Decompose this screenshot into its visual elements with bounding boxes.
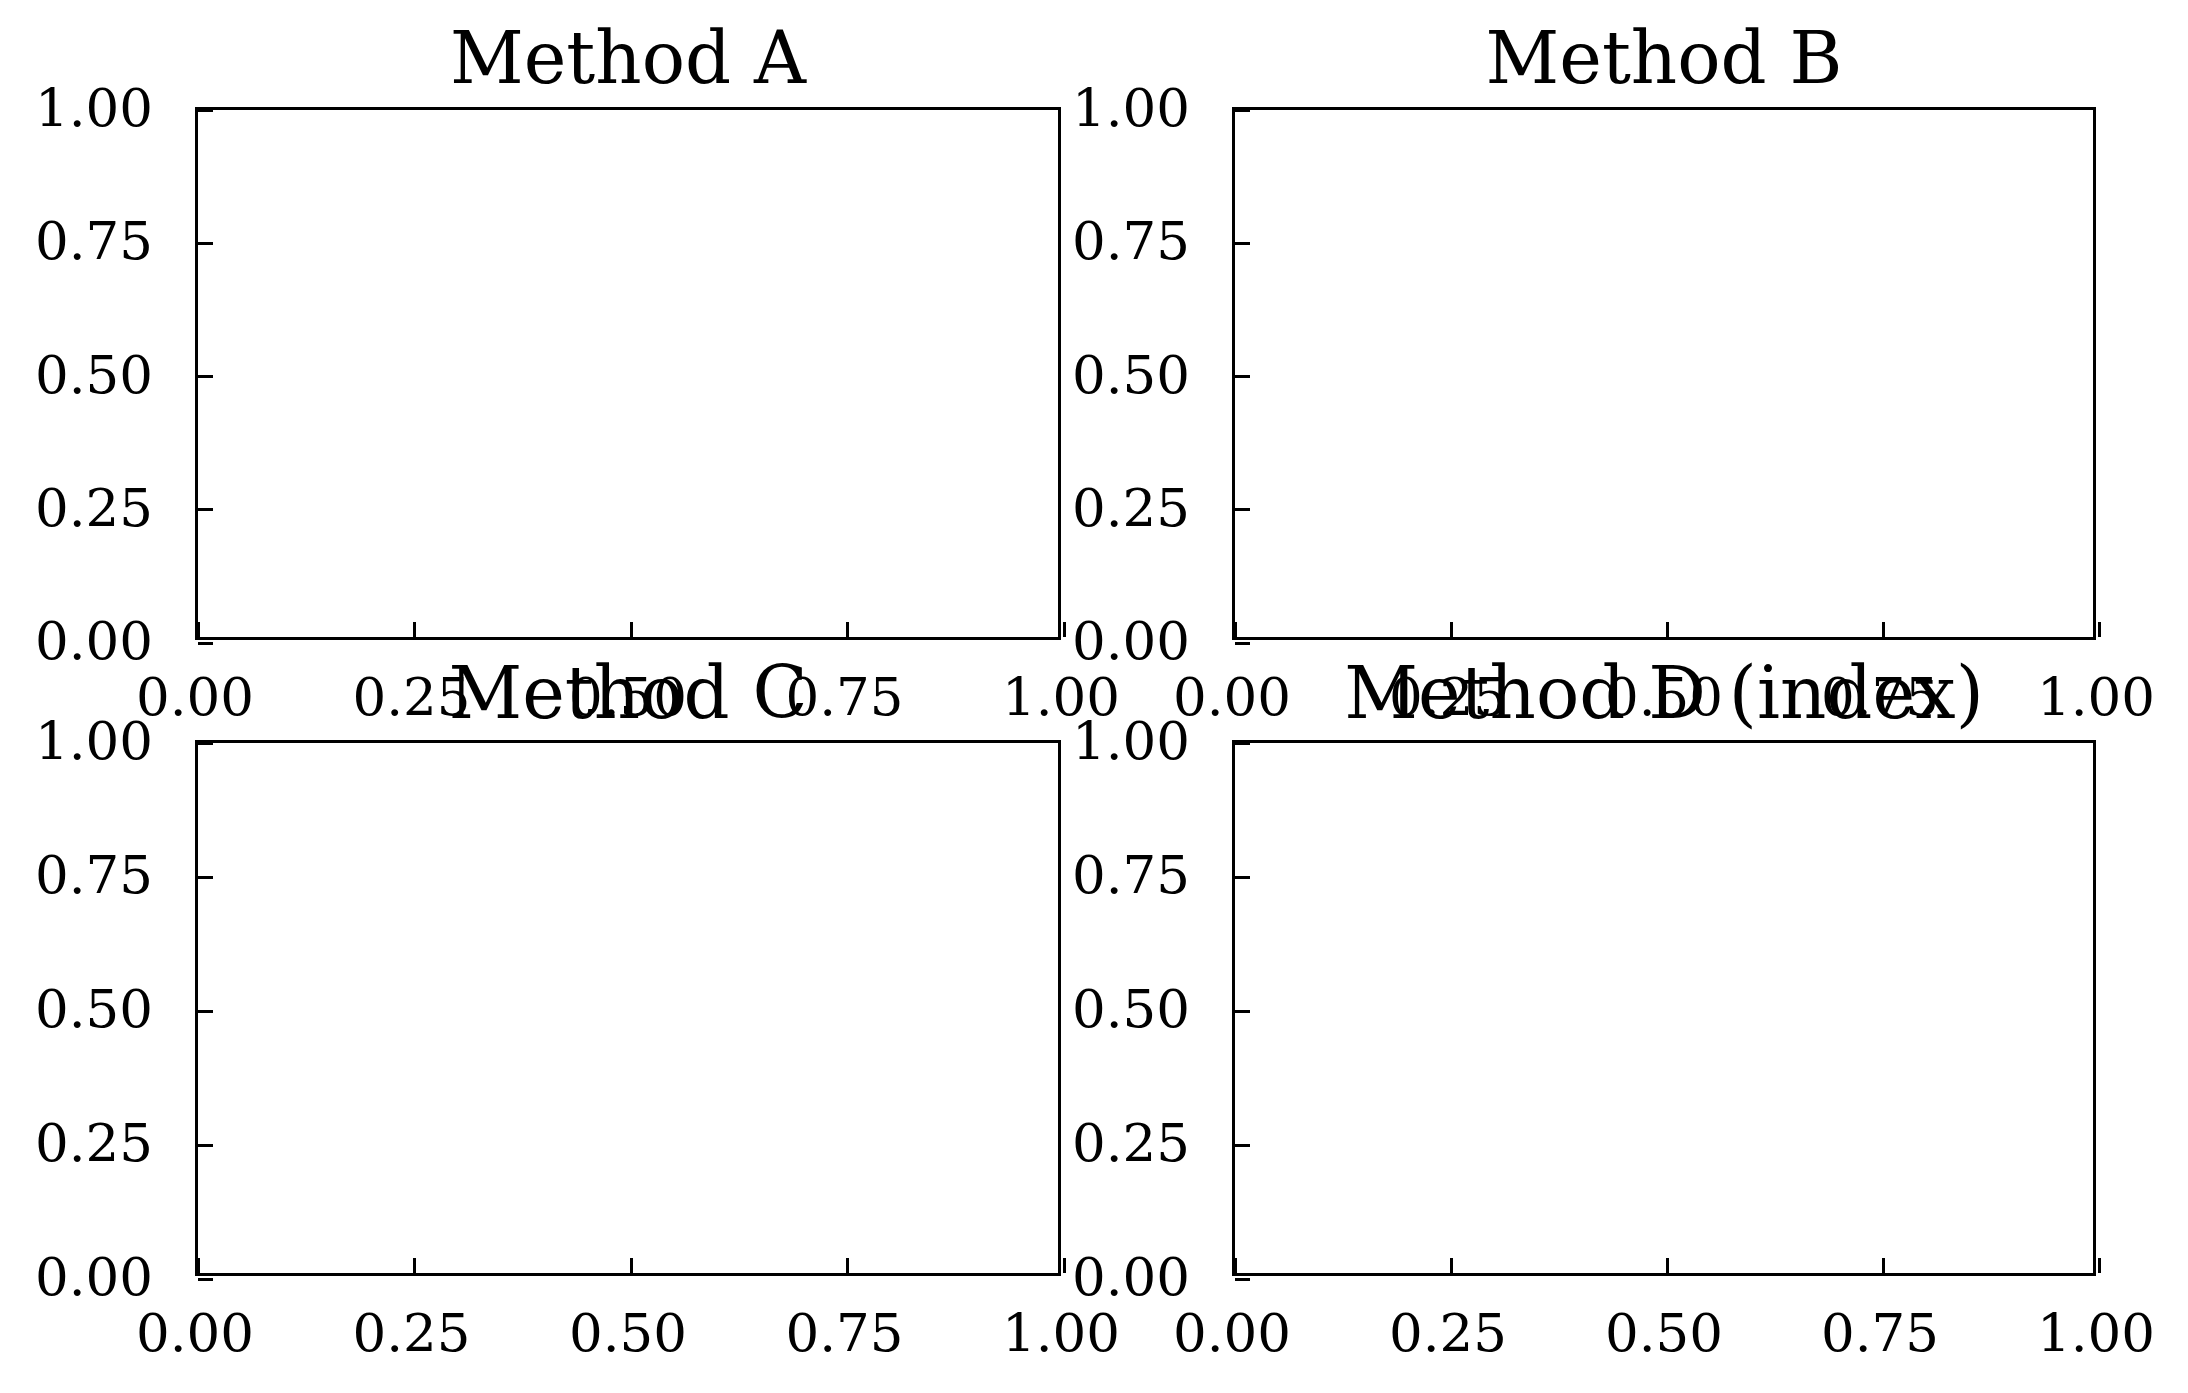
y-tick-label: 0.75 <box>35 214 153 267</box>
y-tick-mark <box>198 1278 213 1281</box>
x-tick-mark <box>2098 622 2101 637</box>
x-tick-label: 0.50 <box>569 670 687 723</box>
y-tick-label: 1.00 <box>1072 81 1190 134</box>
y-tick-mark <box>1235 1010 1250 1013</box>
y-tick-label: 0.50 <box>1072 982 1190 1035</box>
axes-method-c <box>195 740 1061 1276</box>
y-tick-mark <box>198 242 213 245</box>
y-tick-mark <box>198 876 213 879</box>
y-tick-mark <box>198 742 213 745</box>
y-tick-label: 1.00 <box>1072 714 1190 767</box>
x-tick-label: 1.00 <box>2037 670 2155 723</box>
y-tick-label: 0.50 <box>1072 347 1190 400</box>
x-tick-label: 0.00 <box>136 670 254 723</box>
x-tick-mark <box>1666 1258 1669 1273</box>
y-tick-label: 0.75 <box>35 848 153 901</box>
x-tick-mark <box>1450 622 1453 637</box>
y-tick-mark <box>1235 1278 1250 1281</box>
y-tick-label: 0.75 <box>1072 214 1190 267</box>
x-tick-label: 0.75 <box>785 670 903 723</box>
x-tick-label: 1.00 <box>1002 1306 1120 1359</box>
y-tick-label: 0.50 <box>35 982 153 1035</box>
x-tick-mark <box>2098 1258 2101 1273</box>
axes-method-d <box>1232 740 2096 1276</box>
y-tick-label: 0.25 <box>35 1116 153 1169</box>
y-tick-mark <box>198 508 213 511</box>
x-tick-label: 0.75 <box>1821 1306 1939 1359</box>
figure-canvas: Method A Method B Method C Method D (ind… <box>0 0 2188 1393</box>
x-tick-label: 0.50 <box>569 1306 687 1359</box>
x-tick-mark <box>413 622 416 637</box>
x-tick-label: 0.00 <box>1173 1306 1291 1359</box>
x-tick-label: 1.00 <box>2037 1306 2155 1359</box>
y-tick-mark <box>198 109 213 112</box>
y-tick-mark <box>1235 242 1250 245</box>
y-tick-label: 0.25 <box>35 480 153 533</box>
y-tick-label: 0.00 <box>1072 614 1190 667</box>
y-tick-mark <box>1235 1144 1250 1147</box>
y-tick-label: 1.00 <box>35 714 153 767</box>
x-tick-mark <box>630 622 633 637</box>
y-tick-mark <box>1235 876 1250 879</box>
x-tick-mark <box>1882 622 1885 637</box>
y-tick-label: 0.50 <box>35 347 153 400</box>
axes-method-a <box>195 107 1061 640</box>
y-tick-mark <box>1235 109 1250 112</box>
y-tick-mark <box>1235 508 1250 511</box>
y-tick-mark <box>1235 742 1250 745</box>
x-tick-mark <box>1450 1258 1453 1273</box>
x-tick-label: 0.25 <box>352 1306 470 1359</box>
y-tick-mark <box>1235 375 1250 378</box>
y-tick-mark <box>198 1144 213 1147</box>
x-tick-label: 0.50 <box>1605 1306 1723 1359</box>
x-tick-mark <box>1234 1258 1237 1273</box>
y-tick-label: 0.25 <box>1072 480 1190 533</box>
y-tick-label: 0.00 <box>35 614 153 667</box>
x-tick-mark <box>1234 622 1237 637</box>
x-tick-mark <box>846 622 849 637</box>
y-tick-label: 1.00 <box>35 81 153 134</box>
x-tick-label: 0.50 <box>1605 670 1723 723</box>
x-tick-mark <box>630 1258 633 1273</box>
x-tick-label: 0.00 <box>1173 670 1291 723</box>
x-tick-mark <box>197 1258 200 1273</box>
y-tick-mark <box>198 642 213 645</box>
x-tick-label: 0.25 <box>1389 1306 1507 1359</box>
y-tick-mark <box>198 1010 213 1013</box>
y-tick-mark <box>198 375 213 378</box>
x-tick-mark <box>1063 1258 1066 1273</box>
x-tick-label: 0.25 <box>1389 670 1507 723</box>
axes-title-method-b: Method B <box>1486 22 1843 94</box>
y-tick-mark <box>1235 642 1250 645</box>
x-tick-label: 0.75 <box>785 1306 903 1359</box>
x-tick-mark <box>197 622 200 637</box>
y-tick-label: 0.00 <box>1072 1250 1190 1303</box>
x-tick-mark <box>1666 622 1669 637</box>
x-tick-mark <box>1882 1258 1885 1273</box>
x-tick-label: 0.75 <box>1821 670 1939 723</box>
axes-method-b <box>1232 107 2096 640</box>
x-tick-label: 0.25 <box>352 670 470 723</box>
x-tick-mark <box>413 1258 416 1273</box>
x-tick-label: 0.00 <box>136 1306 254 1359</box>
x-tick-mark <box>846 1258 849 1273</box>
y-tick-label: 0.25 <box>1072 1116 1190 1169</box>
y-tick-label: 0.75 <box>1072 848 1190 901</box>
x-tick-mark <box>1063 622 1066 637</box>
y-tick-label: 0.00 <box>35 1250 153 1303</box>
axes-title-method-a: Method A <box>450 22 806 94</box>
